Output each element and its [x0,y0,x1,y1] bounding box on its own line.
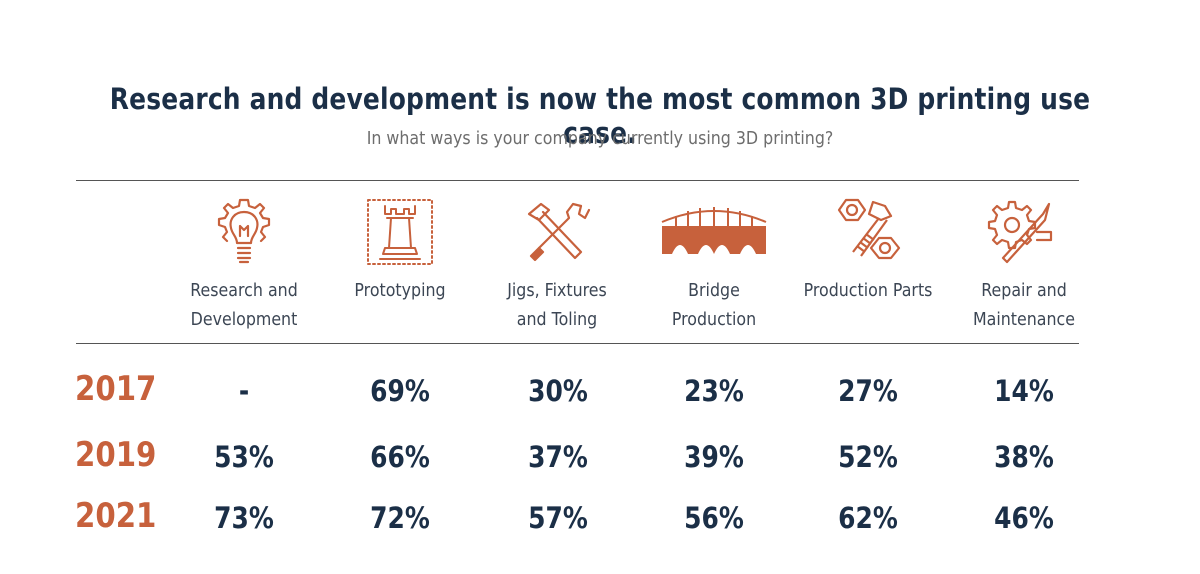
value-cell: 56% [684,501,744,535]
value-cell: 57% [528,501,588,535]
bridge-icon [660,196,768,268]
year-label: 2021 [75,496,157,536]
value-cell: 30% [528,374,588,408]
year-label: 2017 [75,369,157,409]
value-cell: 27% [838,374,898,408]
value-cell: - [238,374,250,408]
value-cell: 53% [214,440,274,474]
year-label: 2019 [75,435,157,475]
chess-rook-icon [365,196,435,268]
value-cell: 52% [838,440,898,474]
value-cell: 38% [994,440,1054,474]
header-divider [76,343,1079,344]
top-divider [76,180,1079,181]
value-cell: 72% [370,501,430,535]
value-cell: 69% [370,374,430,408]
category-label: Research and Development [190,280,298,330]
lightbulb-gear-icon [209,196,279,268]
category-label: Repair and Maintenance [972,280,1075,330]
gear-wrench-icon [987,196,1057,268]
category-label: Prototyping [354,280,446,301]
chart-title: Research and development is now the most… [109,82,1091,150]
category-label: Bridge Production [671,280,757,330]
value-cell: 62% [838,501,898,535]
value-cell: 73% [214,501,274,535]
value-cell: 23% [684,374,744,408]
value-cell: 46% [994,501,1054,535]
value-cell: 14% [994,374,1054,408]
value-cell: 37% [528,440,588,474]
category-label: Production Parts [803,280,933,301]
category-label: Jigs, Fixtures and Toling [507,280,607,330]
tools-icon [523,196,593,268]
value-cell: 66% [370,440,430,474]
value-cell: 39% [684,440,744,474]
nuts-bolt-icon [833,196,903,268]
chart-subtitle: In what ways is your company currently u… [366,128,834,149]
